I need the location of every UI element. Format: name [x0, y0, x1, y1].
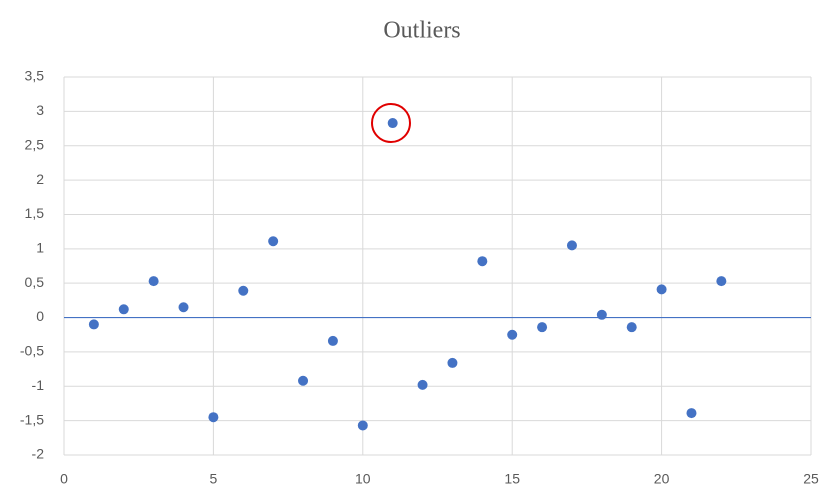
y-tick-label: -0,5 — [20, 343, 44, 359]
point — [298, 375, 309, 386]
point — [537, 322, 548, 333]
point — [686, 408, 697, 419]
point — [357, 420, 368, 431]
point — [566, 240, 577, 251]
y-tick-label: 2,5 — [25, 136, 45, 152]
y-tick-label: 2 — [36, 171, 44, 187]
x-tick-label: 25 — [803, 471, 819, 487]
chart-title: Outliers — [383, 18, 460, 44]
point — [596, 309, 607, 320]
point — [656, 284, 667, 295]
x-tick-label: 0 — [60, 471, 68, 487]
y-tick-label: 3 — [36, 102, 44, 118]
point — [238, 285, 249, 296]
y-tick-label: -1,5 — [20, 411, 44, 427]
y-tick-label: 0,5 — [25, 274, 45, 290]
point — [507, 329, 518, 340]
point — [208, 412, 219, 423]
point — [178, 302, 189, 313]
point — [118, 304, 129, 315]
point — [148, 276, 159, 287]
point — [88, 319, 99, 330]
highlight-ring — [371, 103, 411, 143]
point — [387, 118, 398, 129]
point — [327, 335, 338, 346]
point — [626, 322, 637, 333]
point — [268, 236, 279, 247]
x-tick-label: 20 — [654, 471, 670, 487]
point — [716, 276, 727, 287]
point — [417, 379, 428, 390]
x-tick-label: 10 — [355, 471, 371, 487]
point — [477, 256, 488, 267]
y-tick-label: -1 — [32, 377, 45, 393]
y-tick-label: 3,5 — [25, 68, 45, 84]
y-tick-label: -2 — [32, 446, 45, 462]
y-tick-label: 0 — [36, 308, 44, 324]
point — [447, 357, 458, 368]
y-tick-label: 1,5 — [25, 205, 45, 221]
x-tick-label: 15 — [504, 471, 520, 487]
y-tick-label: 1 — [36, 240, 44, 256]
x-tick-label: 5 — [210, 471, 218, 487]
